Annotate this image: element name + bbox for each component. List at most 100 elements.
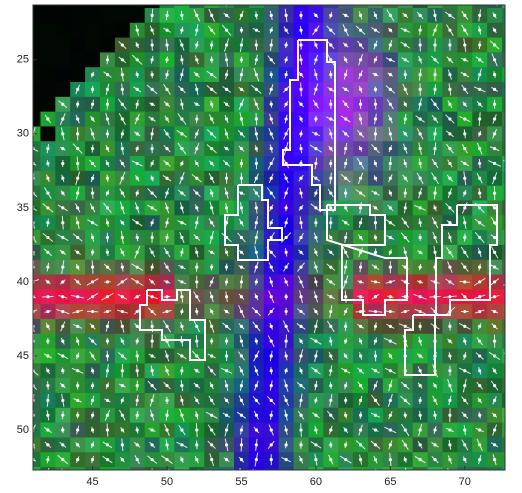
vector-dot xyxy=(508,236,511,239)
vector-dot xyxy=(508,354,511,357)
vector-dot xyxy=(344,43,347,46)
vector-dot xyxy=(76,384,79,387)
vector-dot xyxy=(493,340,496,343)
vector-dot xyxy=(195,340,198,343)
vector-dot xyxy=(136,340,139,343)
vector xyxy=(133,470,142,478)
vector-dot xyxy=(374,280,377,283)
vector-dot xyxy=(76,325,79,328)
vector-dot xyxy=(359,191,362,194)
vector-dot xyxy=(419,117,422,120)
image-cell xyxy=(502,156,517,171)
vector-dot xyxy=(61,428,64,431)
vector-dot xyxy=(121,384,124,387)
vector-dot xyxy=(389,280,392,283)
vector-dot xyxy=(419,0,422,2)
vector-dot xyxy=(285,206,288,209)
vector-dot xyxy=(419,340,422,343)
vector-dot xyxy=(478,340,481,343)
vector-dot xyxy=(493,0,496,2)
vector-dot xyxy=(136,117,139,120)
vector-dot xyxy=(285,103,288,106)
vector-dot xyxy=(508,399,511,402)
vector-dot xyxy=(240,14,243,17)
vector-dot xyxy=(195,310,198,313)
vector-dot xyxy=(299,147,302,150)
vector-dot xyxy=(151,310,154,313)
vector-dot xyxy=(314,458,317,461)
vector-dot xyxy=(299,295,302,298)
vector-dot xyxy=(46,117,49,120)
vector-dot xyxy=(448,414,451,417)
vector-dot xyxy=(151,117,154,120)
vector-dot xyxy=(359,443,362,446)
vector-dot xyxy=(270,103,273,106)
vector-dot xyxy=(299,29,302,32)
vector xyxy=(178,0,185,4)
vector-dot xyxy=(314,236,317,239)
vector-dot xyxy=(76,280,79,283)
vector-dot xyxy=(329,325,332,328)
vector-dot xyxy=(359,132,362,135)
vector xyxy=(507,190,511,196)
vector-dot xyxy=(508,414,511,417)
vector-dot xyxy=(46,147,49,150)
vector-dot xyxy=(359,147,362,150)
vector-dot xyxy=(270,43,273,46)
vector-dot xyxy=(463,117,466,120)
vector-dot xyxy=(270,384,273,387)
vector-dot xyxy=(210,221,213,224)
vector-dot xyxy=(285,73,288,76)
vector-dot xyxy=(448,458,451,461)
vector-dot xyxy=(195,369,198,372)
vector-dot xyxy=(448,147,451,150)
vector-dot xyxy=(255,354,258,357)
vector-dot xyxy=(165,43,168,46)
vector-dot xyxy=(151,221,154,224)
image-cell xyxy=(234,0,249,8)
x-tick-label: 55 xyxy=(235,476,247,488)
vector-dot xyxy=(106,162,109,165)
vector-dot xyxy=(210,73,213,76)
vector-dot xyxy=(270,236,273,239)
vector-dot xyxy=(285,29,288,32)
vector-dot xyxy=(270,162,273,165)
vector-dot xyxy=(448,73,451,76)
image-cell xyxy=(502,126,517,141)
vector-dot xyxy=(255,340,258,343)
vector-dot xyxy=(463,206,466,209)
vector-dot xyxy=(180,325,183,328)
vector xyxy=(504,353,515,359)
vector-dot xyxy=(478,177,481,180)
vector-dot xyxy=(76,162,79,165)
vector-dot xyxy=(404,103,407,106)
vector-dot xyxy=(389,354,392,357)
vector-dot xyxy=(374,428,377,431)
vector-dot xyxy=(299,414,302,417)
vector-dot xyxy=(46,236,49,239)
vector-dot xyxy=(359,117,362,120)
vector-dot xyxy=(210,117,213,120)
vector-dot xyxy=(225,325,228,328)
vector-dot xyxy=(210,251,213,254)
vector xyxy=(505,471,514,478)
vector-dot xyxy=(314,414,317,417)
vector-dot xyxy=(508,88,511,91)
vector-dot xyxy=(299,473,302,476)
vector-dot xyxy=(91,414,94,417)
vector-dot xyxy=(151,473,154,476)
vector xyxy=(281,472,290,477)
vector-dot xyxy=(225,206,228,209)
vector-dot xyxy=(463,88,466,91)
vector-dot xyxy=(91,177,94,180)
vector-dot xyxy=(106,177,109,180)
vector-dot xyxy=(180,399,183,402)
vector xyxy=(505,339,515,344)
vector-dot xyxy=(389,88,392,91)
vector-dot xyxy=(270,117,273,120)
vector-dot xyxy=(255,399,258,402)
vector-dot xyxy=(374,414,377,417)
vector-dot xyxy=(344,340,347,343)
vector-dot xyxy=(463,103,466,106)
vector-dot xyxy=(374,132,377,135)
